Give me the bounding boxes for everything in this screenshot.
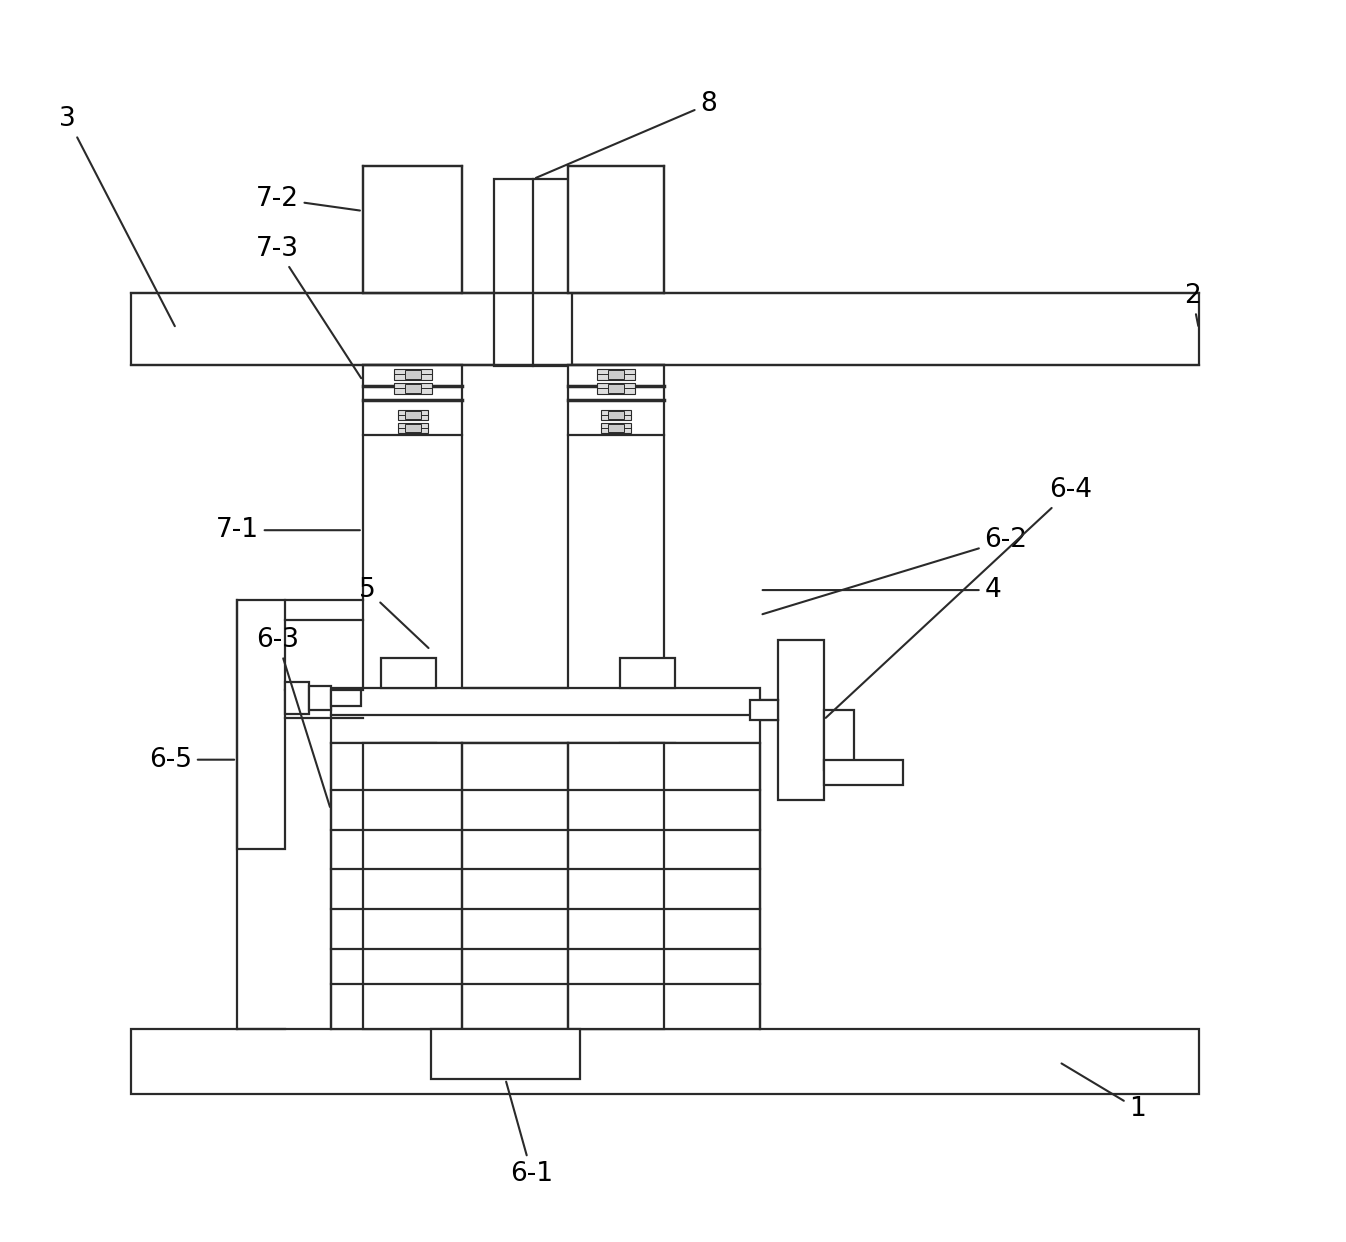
Bar xyxy=(621,658,674,688)
Bar xyxy=(393,369,432,380)
Bar xyxy=(598,369,635,380)
Bar xyxy=(362,743,463,1030)
Bar xyxy=(568,743,664,1030)
Bar xyxy=(621,743,674,773)
Bar xyxy=(381,658,436,688)
Bar xyxy=(608,425,625,432)
Bar xyxy=(362,365,463,709)
Bar xyxy=(598,383,635,394)
Bar xyxy=(824,760,903,785)
Bar xyxy=(431,1030,580,1079)
Text: 8: 8 xyxy=(536,91,716,178)
Text: 6-2: 6-2 xyxy=(762,527,1027,615)
Bar xyxy=(285,682,308,714)
Bar xyxy=(362,166,463,293)
Bar xyxy=(405,425,420,432)
Bar xyxy=(602,424,631,433)
Text: 4: 4 xyxy=(763,578,1001,604)
Bar xyxy=(405,384,420,392)
Bar xyxy=(602,410,631,421)
Bar xyxy=(608,370,625,379)
Text: 6-1: 6-1 xyxy=(506,1082,553,1187)
Text: 7-3: 7-3 xyxy=(256,236,361,379)
Bar xyxy=(397,424,428,433)
Bar xyxy=(397,410,428,421)
Bar xyxy=(568,166,664,293)
Text: 2: 2 xyxy=(1184,283,1201,325)
Bar xyxy=(331,688,759,743)
Bar xyxy=(331,743,759,1030)
Bar xyxy=(131,1030,1199,1094)
Bar xyxy=(331,689,361,705)
Text: 6-3: 6-3 xyxy=(256,627,330,807)
Text: 5: 5 xyxy=(358,578,428,648)
Bar xyxy=(608,411,625,420)
Text: 6-4: 6-4 xyxy=(825,477,1092,718)
Bar xyxy=(405,411,420,420)
Bar xyxy=(824,709,853,770)
Bar xyxy=(237,600,285,850)
Text: 1: 1 xyxy=(1062,1063,1145,1122)
Bar xyxy=(131,293,1199,365)
Bar xyxy=(308,686,331,709)
Bar xyxy=(750,699,778,720)
Text: 3: 3 xyxy=(59,106,175,327)
Bar xyxy=(568,365,664,709)
Bar xyxy=(393,383,432,394)
Bar xyxy=(778,640,824,800)
Bar xyxy=(405,370,420,379)
Bar xyxy=(381,743,436,773)
Bar xyxy=(608,384,625,392)
Bar xyxy=(494,179,572,365)
Text: 7-2: 7-2 xyxy=(256,186,359,212)
Text: 6-5: 6-5 xyxy=(149,746,234,773)
Text: 7-1: 7-1 xyxy=(215,517,359,543)
